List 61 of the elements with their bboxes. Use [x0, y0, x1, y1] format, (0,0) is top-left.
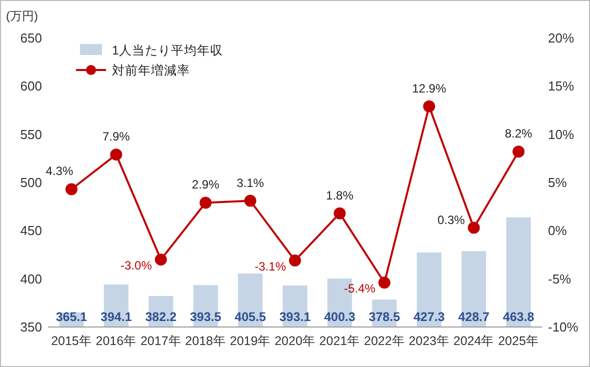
data-label: -3.1%: [254, 260, 286, 274]
y-tick-label: 350: [20, 320, 42, 335]
y-tick-label: 600: [20, 78, 42, 94]
data-label: 2.9%: [192, 178, 220, 192]
data-label: 378.5: [368, 310, 400, 324]
point: [65, 183, 78, 196]
y2-tick-label: 0%: [548, 223, 568, 238]
data-label: 4.3%: [46, 164, 74, 178]
y-axis-title: (万円): [6, 9, 38, 23]
point: [244, 194, 256, 207]
x-tick-label: 2017年: [140, 334, 182, 348]
data-label: 8.2%: [504, 126, 533, 141]
data-label: 7.9%: [102, 130, 130, 144]
data-label: 3.1%: [236, 176, 264, 190]
data-label: 393.5: [190, 310, 222, 324]
x-tick-label: 2024年: [453, 334, 494, 348]
y-tick-label: 450: [20, 223, 42, 238]
y2-tick-label: -10%: [548, 320, 579, 335]
x-tick-label: 2022年: [364, 334, 405, 348]
data-label: 393.1: [279, 310, 311, 324]
y2-tick-label: 5%: [548, 175, 568, 190]
data-label: 394.1: [100, 310, 132, 324]
data-label: 0.3%: [437, 212, 466, 227]
point: [154, 254, 167, 266]
y-tick-label: 650: [20, 30, 42, 46]
data-label: 365.1: [56, 310, 88, 324]
x-tick-label: 2020年: [274, 334, 316, 348]
point: [110, 148, 122, 161]
data-label: -5.4%: [344, 282, 376, 296]
x-tick-label: 2025年: [498, 334, 539, 348]
data-label: 463.8: [502, 310, 534, 324]
x-tick-label: 2021年: [319, 334, 360, 348]
y-tick-label: 500: [20, 175, 42, 190]
x-tick-label: 2023年: [408, 334, 450, 348]
y-tick-label: 400: [20, 271, 42, 286]
point: [200, 196, 212, 209]
data-label: 428.7: [458, 310, 490, 324]
point: [512, 146, 525, 158]
x-tick-label: 2018年: [185, 334, 226, 348]
legend-label: 対前年増減率: [112, 62, 190, 78]
y2-tick-label: 10%: [548, 126, 574, 142]
x-tick-label: 2016年: [96, 334, 137, 348]
data-label: 1.8%: [326, 188, 354, 202]
data-label: 405.5: [234, 310, 266, 324]
point: [468, 222, 480, 234]
point: [378, 276, 390, 289]
y-tick-label: 550: [20, 126, 42, 142]
y2-tick-label: -5%: [548, 271, 572, 286]
y2-tick-label: 15%: [548, 78, 574, 94]
y2-tick-label: 20%: [548, 30, 574, 46]
x-tick-label: 2019年: [230, 334, 271, 348]
point: [289, 254, 301, 267]
point: [423, 100, 436, 112]
data-label: 400.3: [324, 310, 356, 324]
data-label: 382.2: [145, 310, 177, 324]
point: [334, 207, 346, 220]
data-label: 12.9%: [412, 81, 446, 96]
legend-label: 1人当たり平均年収: [112, 43, 223, 58]
data-label: 427.3: [413, 310, 445, 324]
x-tick-label: 2015年: [51, 334, 92, 348]
data-label: -3.0%: [120, 258, 152, 273]
